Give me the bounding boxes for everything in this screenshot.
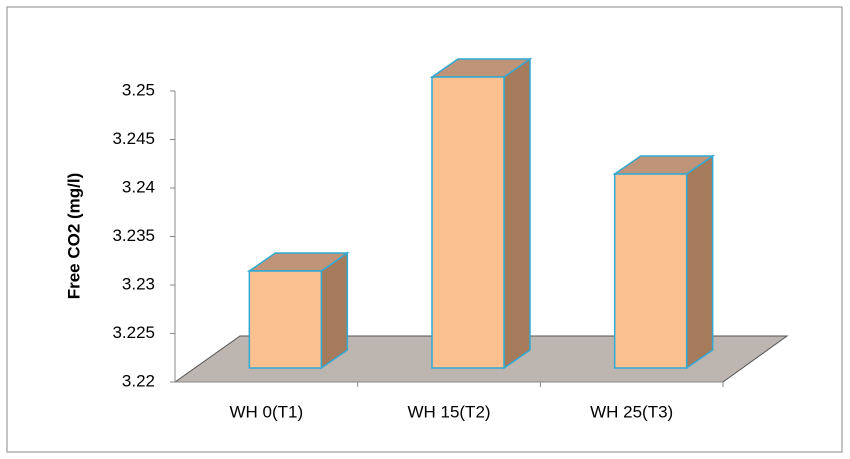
bar-side	[320, 251, 349, 370]
y-axis-title: Free CO2 (mg/l)	[64, 173, 83, 300]
y-tick-label: 3.23	[122, 274, 155, 293]
bar-front	[248, 270, 323, 369]
y-tick-label: 3.235	[112, 226, 155, 245]
bar	[246, 251, 350, 370]
bar-front	[431, 76, 505, 369]
y-tick-label: 3.245	[112, 129, 155, 148]
bar	[612, 154, 716, 370]
x-tick-label: WH 25(T3)	[590, 402, 673, 421]
bar-front	[613, 173, 688, 369]
y-tick-label: 3.225	[112, 323, 155, 342]
x-tick-label: WH 0(T1)	[229, 402, 303, 421]
y-tick-label: 3.25	[122, 80, 155, 99]
x-tick-label: WH 15(T2)	[407, 402, 490, 421]
bar-side	[685, 154, 714, 370]
bar-side	[503, 57, 531, 370]
y-tick-label: 3.22	[122, 371, 155, 390]
bar	[429, 57, 533, 370]
y-tick-label: 3.24	[122, 177, 155, 196]
